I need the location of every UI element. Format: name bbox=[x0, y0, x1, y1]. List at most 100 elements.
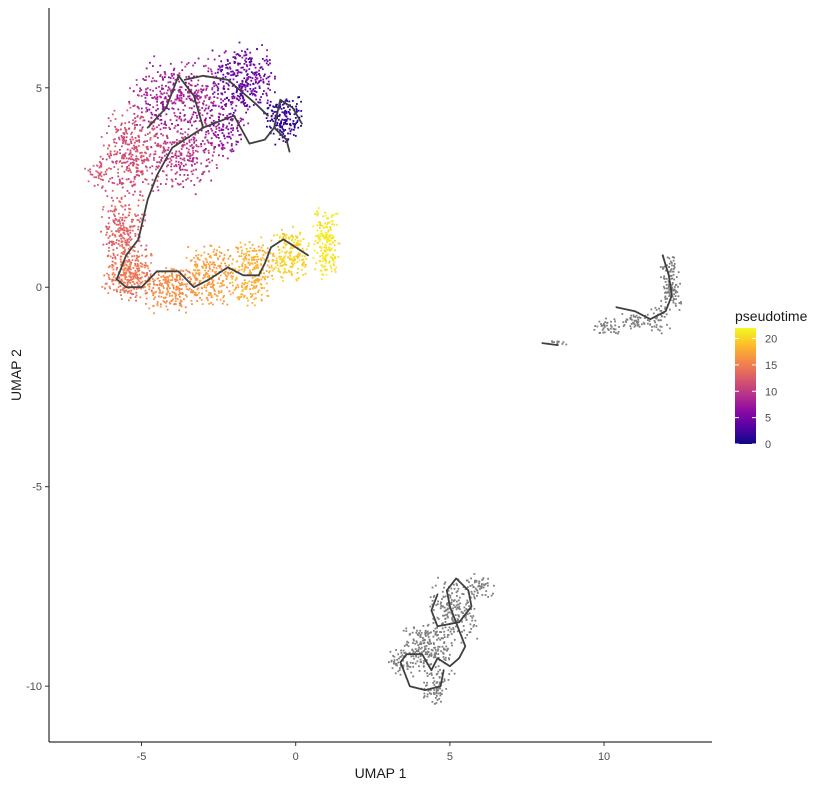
cell-point bbox=[252, 82, 255, 85]
cell-point bbox=[97, 175, 100, 177]
cell-point bbox=[438, 645, 441, 648]
cell-point bbox=[141, 254, 144, 257]
cell-point bbox=[433, 594, 436, 597]
cell-point bbox=[163, 71, 166, 73]
cell-point bbox=[228, 113, 231, 115]
cell-point bbox=[473, 590, 476, 593]
cell-point bbox=[412, 665, 415, 668]
cell-point bbox=[113, 153, 115, 156]
cell-point bbox=[214, 72, 217, 75]
cell-point bbox=[256, 260, 258, 263]
cell-point bbox=[241, 50, 243, 52]
cell-point bbox=[274, 77, 276, 80]
cell-point bbox=[176, 115, 178, 118]
cell-point bbox=[112, 268, 115, 271]
cell-point bbox=[123, 132, 126, 134]
cell-point bbox=[135, 271, 138, 274]
cell-point bbox=[221, 284, 223, 287]
cell-point bbox=[165, 134, 168, 137]
cell-point bbox=[253, 281, 256, 284]
cell-point bbox=[330, 242, 333, 245]
cell-point bbox=[428, 638, 431, 641]
cell-point bbox=[193, 269, 196, 271]
cell-point bbox=[123, 133, 126, 136]
cell-point bbox=[117, 243, 120, 245]
cell-point bbox=[166, 275, 169, 278]
cell-point bbox=[152, 89, 154, 92]
cell-point bbox=[666, 287, 669, 290]
cell-point bbox=[107, 274, 110, 276]
cell-point bbox=[182, 137, 185, 140]
cell-point bbox=[635, 314, 638, 317]
cell-point bbox=[223, 272, 225, 274]
cell-point bbox=[613, 331, 615, 333]
cell-point bbox=[260, 272, 263, 274]
cell-point bbox=[213, 290, 216, 292]
cell-point bbox=[190, 299, 193, 302]
cell-point bbox=[654, 321, 657, 324]
cell-point bbox=[230, 271, 233, 273]
cell-point bbox=[126, 255, 129, 258]
cell-point bbox=[242, 83, 245, 86]
cell-point bbox=[226, 58, 229, 61]
cell-point bbox=[318, 240, 321, 242]
cell-point bbox=[660, 276, 662, 279]
cell-point bbox=[596, 325, 599, 328]
cell-point bbox=[447, 647, 449, 650]
cell-point bbox=[236, 98, 239, 101]
cell-point bbox=[199, 179, 202, 181]
cell-point bbox=[159, 75, 161, 78]
cell-point bbox=[211, 87, 214, 89]
cell-point bbox=[145, 254, 148, 257]
cell-point bbox=[672, 270, 675, 273]
cell-point bbox=[158, 161, 160, 163]
cell-point bbox=[603, 322, 605, 325]
cell-point bbox=[147, 183, 150, 185]
cell-point bbox=[218, 292, 220, 294]
cell-point bbox=[290, 128, 293, 131]
cell-point bbox=[440, 605, 442, 608]
cell-point bbox=[231, 102, 234, 104]
cell-point bbox=[175, 150, 178, 153]
cell-point bbox=[180, 305, 183, 308]
cell-point bbox=[556, 343, 559, 345]
cell-point bbox=[248, 105, 251, 108]
cell-point bbox=[133, 178, 136, 180]
cell-point bbox=[278, 106, 281, 109]
cell-point bbox=[255, 253, 258, 256]
cell-point bbox=[336, 212, 339, 215]
cell-point bbox=[480, 583, 483, 585]
cell-point bbox=[165, 153, 168, 156]
cell-point bbox=[296, 235, 299, 238]
cell-point bbox=[457, 614, 460, 617]
cell-point bbox=[248, 253, 250, 256]
cell-point bbox=[93, 184, 96, 187]
cell-point bbox=[319, 224, 322, 227]
cell-point bbox=[135, 145, 138, 148]
cell-point bbox=[419, 647, 422, 650]
cell-point bbox=[162, 291, 164, 294]
cell-point bbox=[108, 246, 110, 249]
cell-point bbox=[324, 211, 327, 214]
cell-point bbox=[419, 629, 422, 632]
cell-point bbox=[113, 182, 116, 185]
cell-point bbox=[121, 136, 124, 139]
cell-point bbox=[134, 269, 137, 272]
cell-point bbox=[269, 120, 272, 122]
cell-point bbox=[129, 87, 131, 90]
cell-point bbox=[236, 69, 239, 72]
cell-point bbox=[225, 64, 227, 66]
cell-point bbox=[320, 269, 323, 272]
cell-point bbox=[205, 123, 208, 126]
cell-point bbox=[333, 244, 336, 247]
cell-point bbox=[251, 295, 253, 297]
cell-point bbox=[327, 230, 330, 233]
cell-point bbox=[670, 268, 673, 270]
cell-point bbox=[272, 112, 274, 115]
cell-point bbox=[160, 101, 163, 104]
cell-point bbox=[456, 620, 459, 622]
cell-point bbox=[195, 263, 198, 266]
cell-point bbox=[166, 287, 168, 290]
cell-point bbox=[206, 283, 209, 285]
cell-point bbox=[231, 95, 234, 98]
